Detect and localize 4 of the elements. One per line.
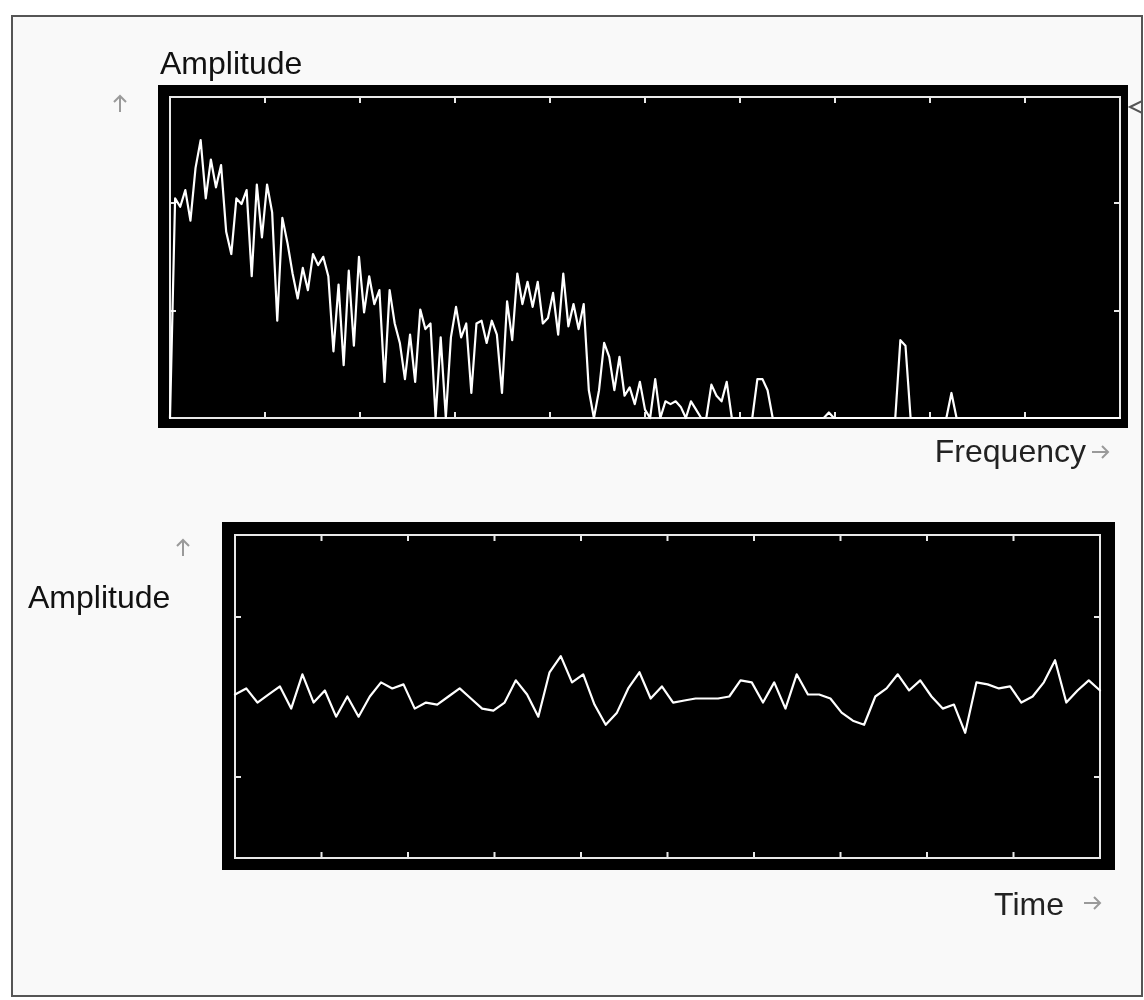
x-axis-title: Time [994,886,1064,922]
x-axis-title: Frequency [934,433,1086,469]
y-axis-title: Amplitude [28,579,171,615]
y-axis-title: Amplitude [160,45,303,81]
